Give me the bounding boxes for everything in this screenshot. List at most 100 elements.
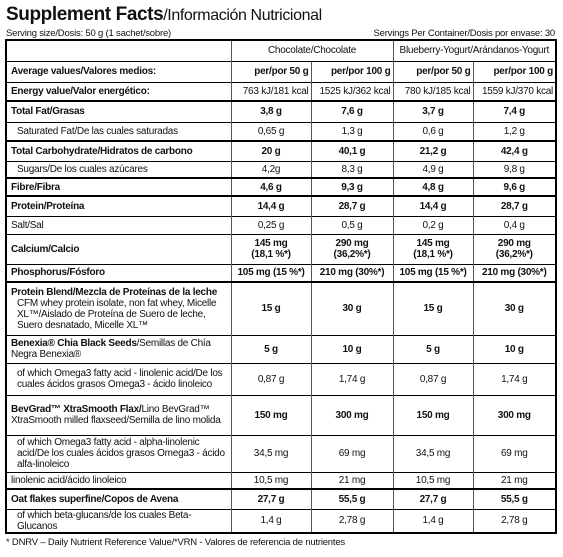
nutrient-label: Phosphorus/Fósforo bbox=[6, 263, 231, 283]
nutrient-value: 5 g bbox=[392, 334, 473, 363]
nutrient-row: Saturated Fat/De las cuales saturadas 0,6… bbox=[6, 121, 557, 142]
label-text: Saturated Fat/De las cuales saturadas bbox=[17, 125, 178, 137]
nutrient-value: 9,3 g bbox=[310, 177, 393, 197]
nutrient-row: of which beta-glucans/de los cuales Beta… bbox=[6, 508, 557, 533]
nutrient-value: 4,8 g bbox=[392, 177, 473, 197]
nutrient-value: 150 mg bbox=[230, 394, 311, 435]
nutrient-value: 3,7 g bbox=[392, 100, 473, 122]
nutrient-value: 2,78 g bbox=[472, 508, 557, 533]
nutrient-value: 10 g bbox=[472, 334, 557, 363]
nutrient-row: Calcium/Calcio 145 mg (18,1 %*) 290 mg (36,2… bbox=[6, 233, 557, 264]
nutrient-label: BevGrad™ XtraSmooth Flax/Lino BevGrad™ X… bbox=[6, 394, 231, 435]
nutrient-value: 145 mg (18,1 %*) bbox=[230, 233, 311, 264]
nutrient-label: Calcium/Calcio bbox=[6, 233, 231, 264]
nutrient-label: of which Omega3 fatty acid - linolenic a… bbox=[6, 362, 231, 395]
value-line: (36,2%*) bbox=[495, 249, 533, 260]
serving-size: Serving size/Dosis: 50 g (1 sachet/sobre… bbox=[6, 28, 171, 39]
nutrient-label: Oat flakes superfine/Copos de Avena bbox=[6, 488, 231, 509]
nutrient-value: per/por 100 g bbox=[472, 60, 557, 82]
nutrient-label: linolenic acid/ácido linoleico bbox=[6, 471, 231, 490]
nutrient-value: 15 g bbox=[230, 281, 311, 335]
nutrient-value: 21,2 g bbox=[392, 140, 473, 161]
nutrient-value: 10,5 mg bbox=[392, 471, 473, 490]
nutrient-row: Fibre/Fibra 4,6 g 9,3 g 4,8 g 9,6 g bbox=[6, 177, 557, 197]
nutrient-value: 4,6 g bbox=[230, 177, 311, 197]
nutrient-value: 0,25 g bbox=[230, 215, 311, 234]
nutrient-value: 150 mg bbox=[392, 394, 473, 435]
label-text: Lino BevGrad™ XtraSmooth milled flaxseed… bbox=[11, 404, 221, 426]
label-text: CFM whey protein isolate, non fat whey, … bbox=[17, 297, 217, 331]
nutrient-value: per/por 100 g bbox=[310, 60, 393, 82]
nutrient-label: of which beta-glucans/de los cuales Beta… bbox=[6, 508, 231, 533]
nutrient-row: of which Omega3 fatty acid - linolenic a… bbox=[6, 362, 557, 395]
product-name: Chocolate/Chocolate bbox=[230, 39, 393, 61]
label-bold: Benexia® Chia Black Seeds bbox=[11, 338, 137, 349]
value-line: 145 mg bbox=[416, 238, 450, 249]
nutrient-label: Energy value/Valor energético: bbox=[6, 81, 231, 102]
nutrient-row: Oat flakes superfine/Copos de Avena 27,7 … bbox=[6, 488, 557, 509]
nutrient-value: per/por 50 g bbox=[230, 60, 311, 82]
blank-cell bbox=[6, 39, 231, 61]
nutrient-value: 1,4 g bbox=[230, 508, 311, 533]
nutrient-value: 28,7 g bbox=[472, 195, 557, 216]
nutrient-value: 27,7 g bbox=[230, 488, 311, 509]
nutrient-value: 42,4 g bbox=[472, 140, 557, 161]
nutrient-row: of which Omega3 fatty acid - alpha-linol… bbox=[6, 434, 557, 472]
nutrient-value: 210 mg (30%*) bbox=[310, 263, 393, 283]
nutrient-value: 14,4 g bbox=[230, 195, 311, 216]
nutrient-value: 0,87 g bbox=[392, 362, 473, 395]
nutrient-value: 1,2 g bbox=[472, 121, 557, 142]
label-bold: Phosphorus/Fósforo bbox=[11, 267, 105, 279]
nutrient-row: Salt/Sal 0,25 g 0,5 g 0,2 g 0,4 g bbox=[6, 215, 557, 234]
nutrient-label: Total Carbohydrate/Hidratos de carbono bbox=[6, 140, 231, 161]
value-line: (18,1 %*) bbox=[413, 249, 453, 260]
label-bold: Total Carbohydrate/Hidratos de carbono bbox=[11, 145, 193, 157]
nutrient-label: Protein Blend/Mezcla de Proteínas de la … bbox=[6, 281, 231, 335]
nutrient-value: 27,7 g bbox=[392, 488, 473, 509]
nutrient-row: Sugars/De los cuales azúcares 4,2g 8,3 g 4,… bbox=[6, 160, 557, 179]
nutrient-value: 69 mg bbox=[310, 434, 393, 472]
nutrient-value: 0,2 g bbox=[392, 215, 473, 234]
label-bold: BevGrad™ XtraSmooth Flax/ bbox=[11, 404, 142, 415]
nutrient-value: 28,7 g bbox=[310, 195, 393, 216]
value-line: (36,2%*) bbox=[333, 249, 371, 260]
nutrient-value: 763 kJ/181 kcal bbox=[230, 81, 311, 102]
nutrient-label: of which Omega3 fatty acid - alpha-linol… bbox=[6, 434, 231, 472]
nutrient-value: per/por 50 g bbox=[392, 60, 473, 82]
nutrient-value: 145 mg (18,1 %*) bbox=[392, 233, 473, 264]
nutrient-value: 7,6 g bbox=[310, 100, 393, 122]
servings-per-container: Servings Per Container/Dosis por envase:… bbox=[373, 28, 556, 39]
label-bold: Average values/Valores medios: bbox=[11, 66, 156, 77]
nutrient-value: 0,65 g bbox=[230, 121, 311, 142]
nutrient-value: 30 g bbox=[472, 281, 557, 335]
nutrient-value: 0,87 g bbox=[230, 362, 311, 395]
value-line: 145 mg bbox=[254, 238, 288, 249]
nutrient-row: BevGrad™ XtraSmooth Flax/Lino BevGrad™ X… bbox=[6, 394, 557, 435]
nutrient-value: 9,8 g bbox=[472, 160, 557, 179]
nutrient-label: Salt/Sal bbox=[6, 215, 231, 234]
label-text: /Semillas de Chía Negra Benexia® bbox=[11, 338, 211, 360]
nutrient-value: 0,6 g bbox=[392, 121, 473, 142]
nutrient-value: 1,4 g bbox=[392, 508, 473, 533]
nutrient-value: 1525 kJ/362 kcal bbox=[310, 81, 393, 102]
nutrient-value: 10,5 mg bbox=[230, 471, 311, 490]
nutrient-value: 7,4 g bbox=[472, 100, 557, 122]
label-bold: Total Fat/Grasas bbox=[11, 106, 85, 118]
label-bold: Calcium/Calcio bbox=[11, 243, 80, 255]
nutrient-value: 210 mg (30%*) bbox=[472, 263, 557, 283]
nutrient-row: Protein/Proteína 14,4 g 28,7 g 14,4 g 28,7 g bbox=[6, 195, 557, 216]
nutrient-row: Total Fat/Grasas 3,8 g 7,6 g 3,7 g 7,4 g bbox=[6, 100, 557, 122]
nutrient-value: 40,1 g bbox=[310, 140, 393, 161]
nutrient-value: 9,6 g bbox=[472, 177, 557, 197]
nutrient-row: Average values/Valores medios: per/por 50… bbox=[6, 60, 557, 82]
label-bold: Protein/Proteína bbox=[11, 200, 85, 212]
nutrient-value: 14,4 g bbox=[392, 195, 473, 216]
nutrient-value: 10 g bbox=[310, 334, 393, 363]
value-line: 290 mg bbox=[497, 238, 531, 249]
nutrient-value: 105 mg (15 %*) bbox=[230, 263, 311, 283]
nutrient-row: Energy value/Valor energético: 763 kJ/181… bbox=[6, 81, 557, 102]
label-text: of which Omega3 fatty acid - alpha-linol… bbox=[17, 437, 225, 470]
nutrient-value: 20 g bbox=[230, 140, 311, 161]
nutrient-label: Total Fat/Grasas bbox=[6, 100, 231, 122]
label-bold: Fibre/Fibra bbox=[11, 181, 60, 193]
